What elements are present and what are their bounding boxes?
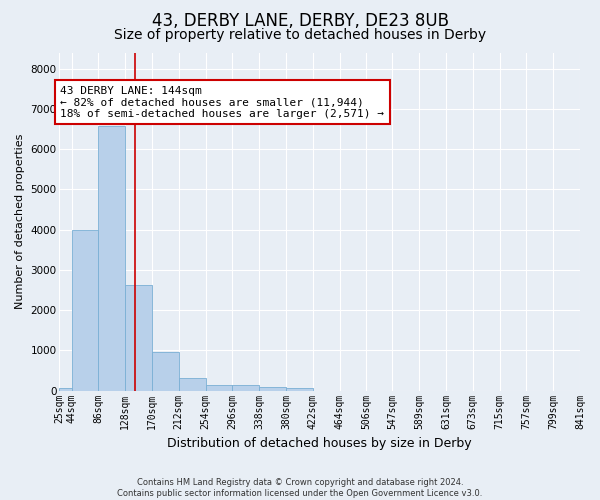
Text: 43, DERBY LANE, DERBY, DE23 8UB: 43, DERBY LANE, DERBY, DE23 8UB bbox=[151, 12, 449, 30]
Bar bbox=[259, 387, 286, 390]
X-axis label: Distribution of detached houses by size in Derby: Distribution of detached houses by size … bbox=[167, 437, 472, 450]
Bar bbox=[152, 352, 179, 391]
Bar bbox=[125, 285, 152, 391]
Bar bbox=[206, 385, 232, 390]
Bar bbox=[59, 388, 71, 390]
Text: Contains HM Land Registry data © Crown copyright and database right 2024.
Contai: Contains HM Land Registry data © Crown c… bbox=[118, 478, 482, 498]
Text: Size of property relative to detached houses in Derby: Size of property relative to detached ho… bbox=[114, 28, 486, 42]
Text: 43 DERBY LANE: 144sqm
← 82% of detached houses are smaller (11,944)
18% of semi-: 43 DERBY LANE: 144sqm ← 82% of detached … bbox=[60, 86, 384, 118]
Bar bbox=[71, 230, 98, 390]
Bar bbox=[286, 388, 313, 390]
Bar bbox=[232, 386, 259, 390]
Y-axis label: Number of detached properties: Number of detached properties bbox=[15, 134, 25, 310]
Bar bbox=[179, 378, 206, 390]
Bar bbox=[98, 126, 125, 390]
